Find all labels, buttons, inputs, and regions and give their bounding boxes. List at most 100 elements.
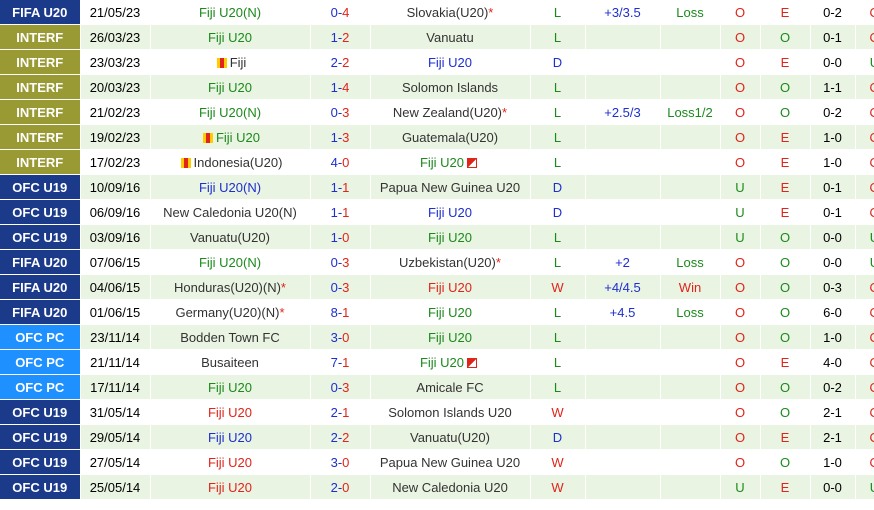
away-team-name[interactable]: Fiji U20 [427, 204, 473, 220]
league-badge[interactable]: INTERF [0, 99, 81, 125]
home-team-name[interactable]: Germany(U20)(N) [175, 304, 280, 320]
home-team-name[interactable]: Fiji U20(N) [198, 4, 262, 20]
league-badge[interactable]: OFC U19 [0, 199, 81, 225]
away-team[interactable]: Papua New Guinea U20 [370, 174, 531, 200]
away-team-name[interactable]: Fiji U20 [427, 54, 473, 70]
away-team-name[interactable]: Fiji U20 [427, 229, 473, 245]
table-row[interactable]: OFC U19 03/09/16 Vanuatu(U20) 1-0 Fiji U20 L U… [0, 224, 874, 250]
home-team[interactable]: Fiji U20 [150, 374, 311, 400]
home-team-name[interactable]: Fiji U20 [207, 454, 253, 470]
league-badge[interactable]: OFC U19 [0, 174, 81, 200]
league-badge[interactable]: INTERF [0, 149, 81, 175]
away-team[interactable]: New Zealand(U20)* [370, 99, 531, 125]
home-team[interactable]: Fiji U20 [150, 124, 311, 150]
league-badge[interactable]: FIFA U20 [0, 249, 81, 275]
league-badge[interactable]: OFC U19 [0, 399, 81, 425]
away-team-name[interactable]: Uzbekistan(U20) [399, 254, 496, 270]
away-team[interactable]: Solomon Islands [370, 74, 531, 100]
home-team-name[interactable]: Fiji U20 [207, 404, 253, 420]
away-team[interactable]: Fiji U20 [370, 49, 531, 75]
away-team-name[interactable]: Fiji U20 [427, 329, 473, 345]
table-row[interactable]: FIFA U20 01/06/15 Germany(U20)(N)* 8-1 Fiji … [0, 299, 874, 325]
table-row[interactable]: OFC PC 17/11/14 Fiji U20 0-3 Amicale FC L O O 0-… [0, 374, 874, 400]
home-team[interactable]: Fiji U20 [150, 74, 311, 100]
table-row[interactable]: OFC PC 23/11/14 Bodden Town FC 3-0 Fiji U20 L… [0, 324, 874, 350]
home-team-name[interactable]: Fiji U20 [207, 29, 253, 45]
away-team-name[interactable]: Vanuatu [426, 29, 474, 45]
league-badge[interactable]: OFC PC [0, 324, 81, 350]
away-team-name[interactable]: Vanuatu(U20) [410, 429, 490, 445]
home-team[interactable]: Fiji U20(N) [150, 174, 311, 200]
away-team[interactable]: Amicale FC [370, 374, 531, 400]
table-row[interactable]: OFC U19 27/05/14 Fiji U20 3-0 Papua New Guin… [0, 449, 874, 475]
away-team-name[interactable]: New Zealand(U20) [392, 104, 503, 120]
table-row[interactable]: OFC U19 10/09/16 Fiji U20(N) 1-1 Papua New G… [0, 174, 874, 200]
score[interactable]: 0-3 [310, 374, 371, 400]
away-team[interactable]: Fiji U20 [370, 224, 531, 250]
table-row[interactable]: FIFA U20 07/06/15 Fiji U20(N) 0-3 Uzbekistan… [0, 249, 874, 275]
away-team[interactable]: Uzbekistan(U20)* [370, 249, 531, 275]
score[interactable]: 4-0 [310, 149, 371, 175]
score[interactable]: 1-1 [310, 174, 371, 200]
home-team[interactable]: Fiji [150, 49, 311, 75]
home-team-name[interactable]: Fiji U20 [207, 479, 253, 495]
home-team[interactable]: Busaiteen [150, 349, 311, 375]
score[interactable]: 1-0 [310, 224, 371, 250]
away-team-name[interactable]: Fiji U20 [427, 279, 473, 295]
league-badge[interactable]: OFC U19 [0, 424, 81, 450]
away-team[interactable]: Vanuatu [370, 24, 531, 50]
score[interactable]: 0-3 [310, 274, 371, 300]
home-team-name[interactable]: Honduras(U20)(N) [174, 279, 281, 295]
home-team-name[interactable]: Vanuatu(U20) [190, 229, 270, 245]
away-team-name[interactable]: Slovakia(U20) [406, 4, 489, 20]
home-team[interactable]: Bodden Town FC [150, 324, 311, 350]
league-badge[interactable]: FIFA U20 [0, 299, 81, 325]
home-team[interactable]: Fiji U20(N) [150, 249, 311, 275]
away-team[interactable]: Fiji U20 [370, 349, 531, 375]
away-team[interactable]: Fiji U20 [370, 324, 531, 350]
score[interactable]: 2-0 [310, 474, 371, 500]
home-team-name[interactable]: Fiji U20 [207, 429, 253, 445]
away-team-name[interactable]: Solomon Islands [401, 79, 499, 95]
home-team[interactable]: Germany(U20)(N)* [150, 299, 311, 325]
score[interactable]: 2-2 [310, 424, 371, 450]
score[interactable]: 7-1 [310, 349, 371, 375]
home-team[interactable]: Fiji U20 [150, 24, 311, 50]
league-badge[interactable]: INTERF [0, 49, 81, 75]
table-row[interactable]: INTERF 21/02/23 Fiji U20(N) 0-3 New Zealand(… [0, 99, 874, 125]
home-team[interactable]: New Caledonia U20(N) [150, 199, 311, 225]
score[interactable]: 1-1 [310, 199, 371, 225]
away-team-name[interactable]: Solomon Islands U20 [388, 404, 512, 420]
away-team-name[interactable]: New Caledonia U20 [392, 479, 508, 495]
home-team-name[interactable]: Bodden Town FC [180, 329, 280, 345]
home-team[interactable]: Fiji U20(N) [150, 0, 311, 25]
score[interactable]: 1-3 [310, 124, 371, 150]
score[interactable]: 3-0 [310, 449, 371, 475]
home-team[interactable]: Honduras(U20)(N)* [150, 274, 311, 300]
league-badge[interactable]: OFC PC [0, 374, 81, 400]
league-badge[interactable]: OFC U19 [0, 474, 81, 500]
away-team-name[interactable]: Fiji U20 [419, 354, 465, 370]
table-row[interactable]: INTERF 19/02/23 Fiji U20 1-3 Guatemala(U20) L… [0, 124, 874, 150]
away-team[interactable]: Guatemala(U20) [370, 124, 531, 150]
home-team[interactable]: Fiji U20 [150, 399, 311, 425]
score[interactable]: 2-1 [310, 399, 371, 425]
away-team[interactable]: Papua New Guinea U20 [370, 449, 531, 475]
home-team[interactable]: Fiji U20 [150, 449, 311, 475]
table-row[interactable]: FIFA U20 21/05/23 Fiji U20(N) 0-4 Slovakia(U… [0, 0, 874, 25]
score[interactable]: 0-3 [310, 249, 371, 275]
home-team-name[interactable]: Fiji U20 [215, 129, 261, 145]
home-team-name[interactable]: Busaiteen [201, 354, 259, 370]
home-team-name[interactable]: Fiji [229, 54, 247, 70]
home-team-name[interactable]: Indonesia(U20) [193, 154, 283, 170]
table-row[interactable]: OFC PC 21/11/14 Busaiteen 7-1 Fiji U20 L O E 4-0… [0, 349, 874, 375]
home-team[interactable]: Fiji U20(N) [150, 99, 311, 125]
league-badge[interactable]: FIFA U20 [0, 274, 81, 300]
league-badge[interactable]: OFC U19 [0, 224, 81, 250]
away-team[interactable]: Fiji U20 [370, 274, 531, 300]
home-team-name[interactable]: Fiji U20(N) [198, 179, 262, 195]
away-team-name[interactable]: Papua New Guinea U20 [379, 454, 521, 470]
away-team[interactable]: New Caledonia U20 [370, 474, 531, 500]
